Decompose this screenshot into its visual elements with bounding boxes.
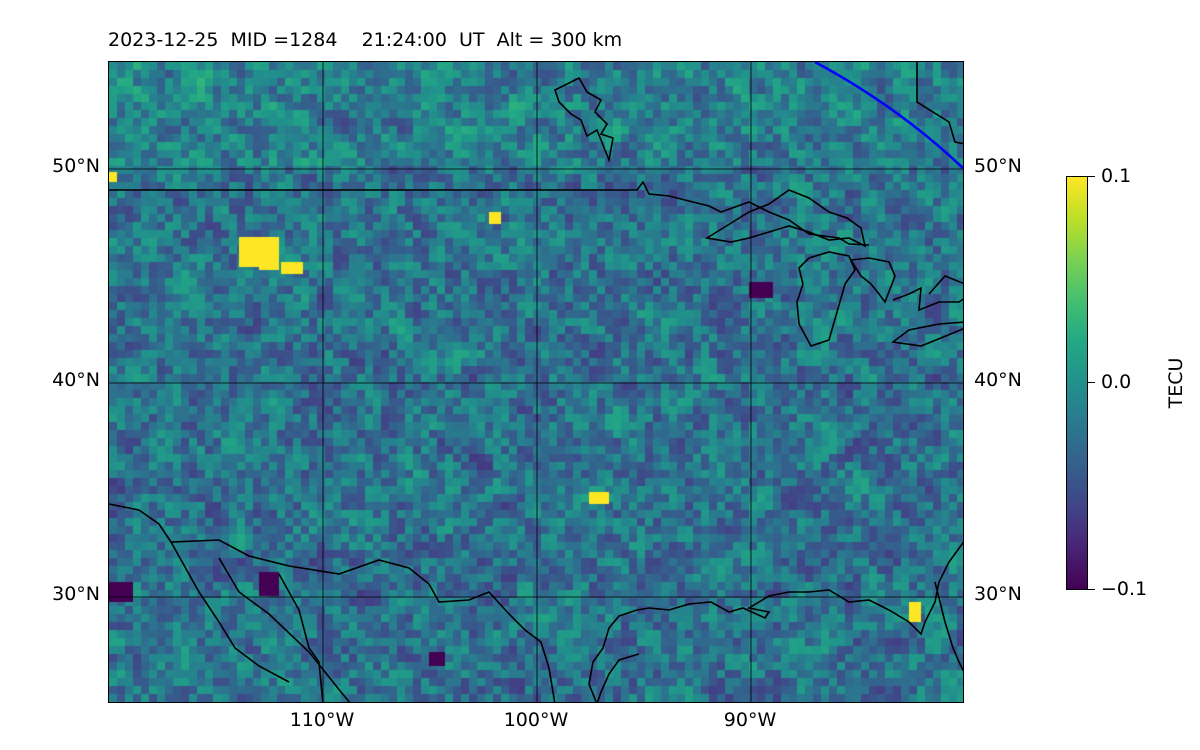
lon-label-90w: 90°W [723,709,777,731]
lat-label-50n-right: 50°N [974,155,1022,177]
lake-ontario [928,275,963,295]
lat-label-40n-left: 40°N [52,369,100,391]
tec-map[interactable] [108,61,964,703]
colorbar-title: TECU [1165,357,1187,409]
yucatan-coast [596,653,640,702]
lat-label-30n-left: 30°N [52,583,100,605]
baja-coast [218,557,351,702]
lon-label-110w: 110°W [289,709,355,731]
gridlines [109,62,963,702]
lat-label-40n-right: 40°N [974,369,1022,391]
lake-superior [704,189,867,248]
east-border [892,286,963,312]
lake-huron [849,257,896,304]
hudson-bay-coast [554,76,614,163]
gulf-coast-texas [588,541,963,702]
lake-erie [890,321,963,347]
terminator-line [814,62,963,170]
florida-coast [934,581,963,672]
colorbar-tick-bottom [1088,589,1095,591]
labrador-coast [916,62,963,145]
us-mexico-border [109,503,556,702]
us-canada-border [109,180,870,246]
mainland-coast [170,541,290,683]
gulf-california-east [278,573,324,702]
lon-label-100w: 100°W [503,709,569,731]
lat-label-50n-left: 50°N [52,155,100,177]
map-title: 2023-12-25 MID =1284 21:24:00 UT Alt = 3… [108,29,623,51]
coastlines [109,62,963,702]
colorbar-label-zero: 0.0 [1101,371,1132,393]
colorbar-tick-mid [1088,382,1095,384]
lake-michigan [796,251,856,347]
colorbar [1066,176,1088,590]
colorbar-label-min: −0.1 [1101,578,1148,600]
lat-label-30n-right: 30°N [974,583,1022,605]
map-overlay [109,62,963,702]
colorbar-tick-top [1088,176,1095,178]
colorbar-label-max: 0.1 [1101,165,1132,187]
